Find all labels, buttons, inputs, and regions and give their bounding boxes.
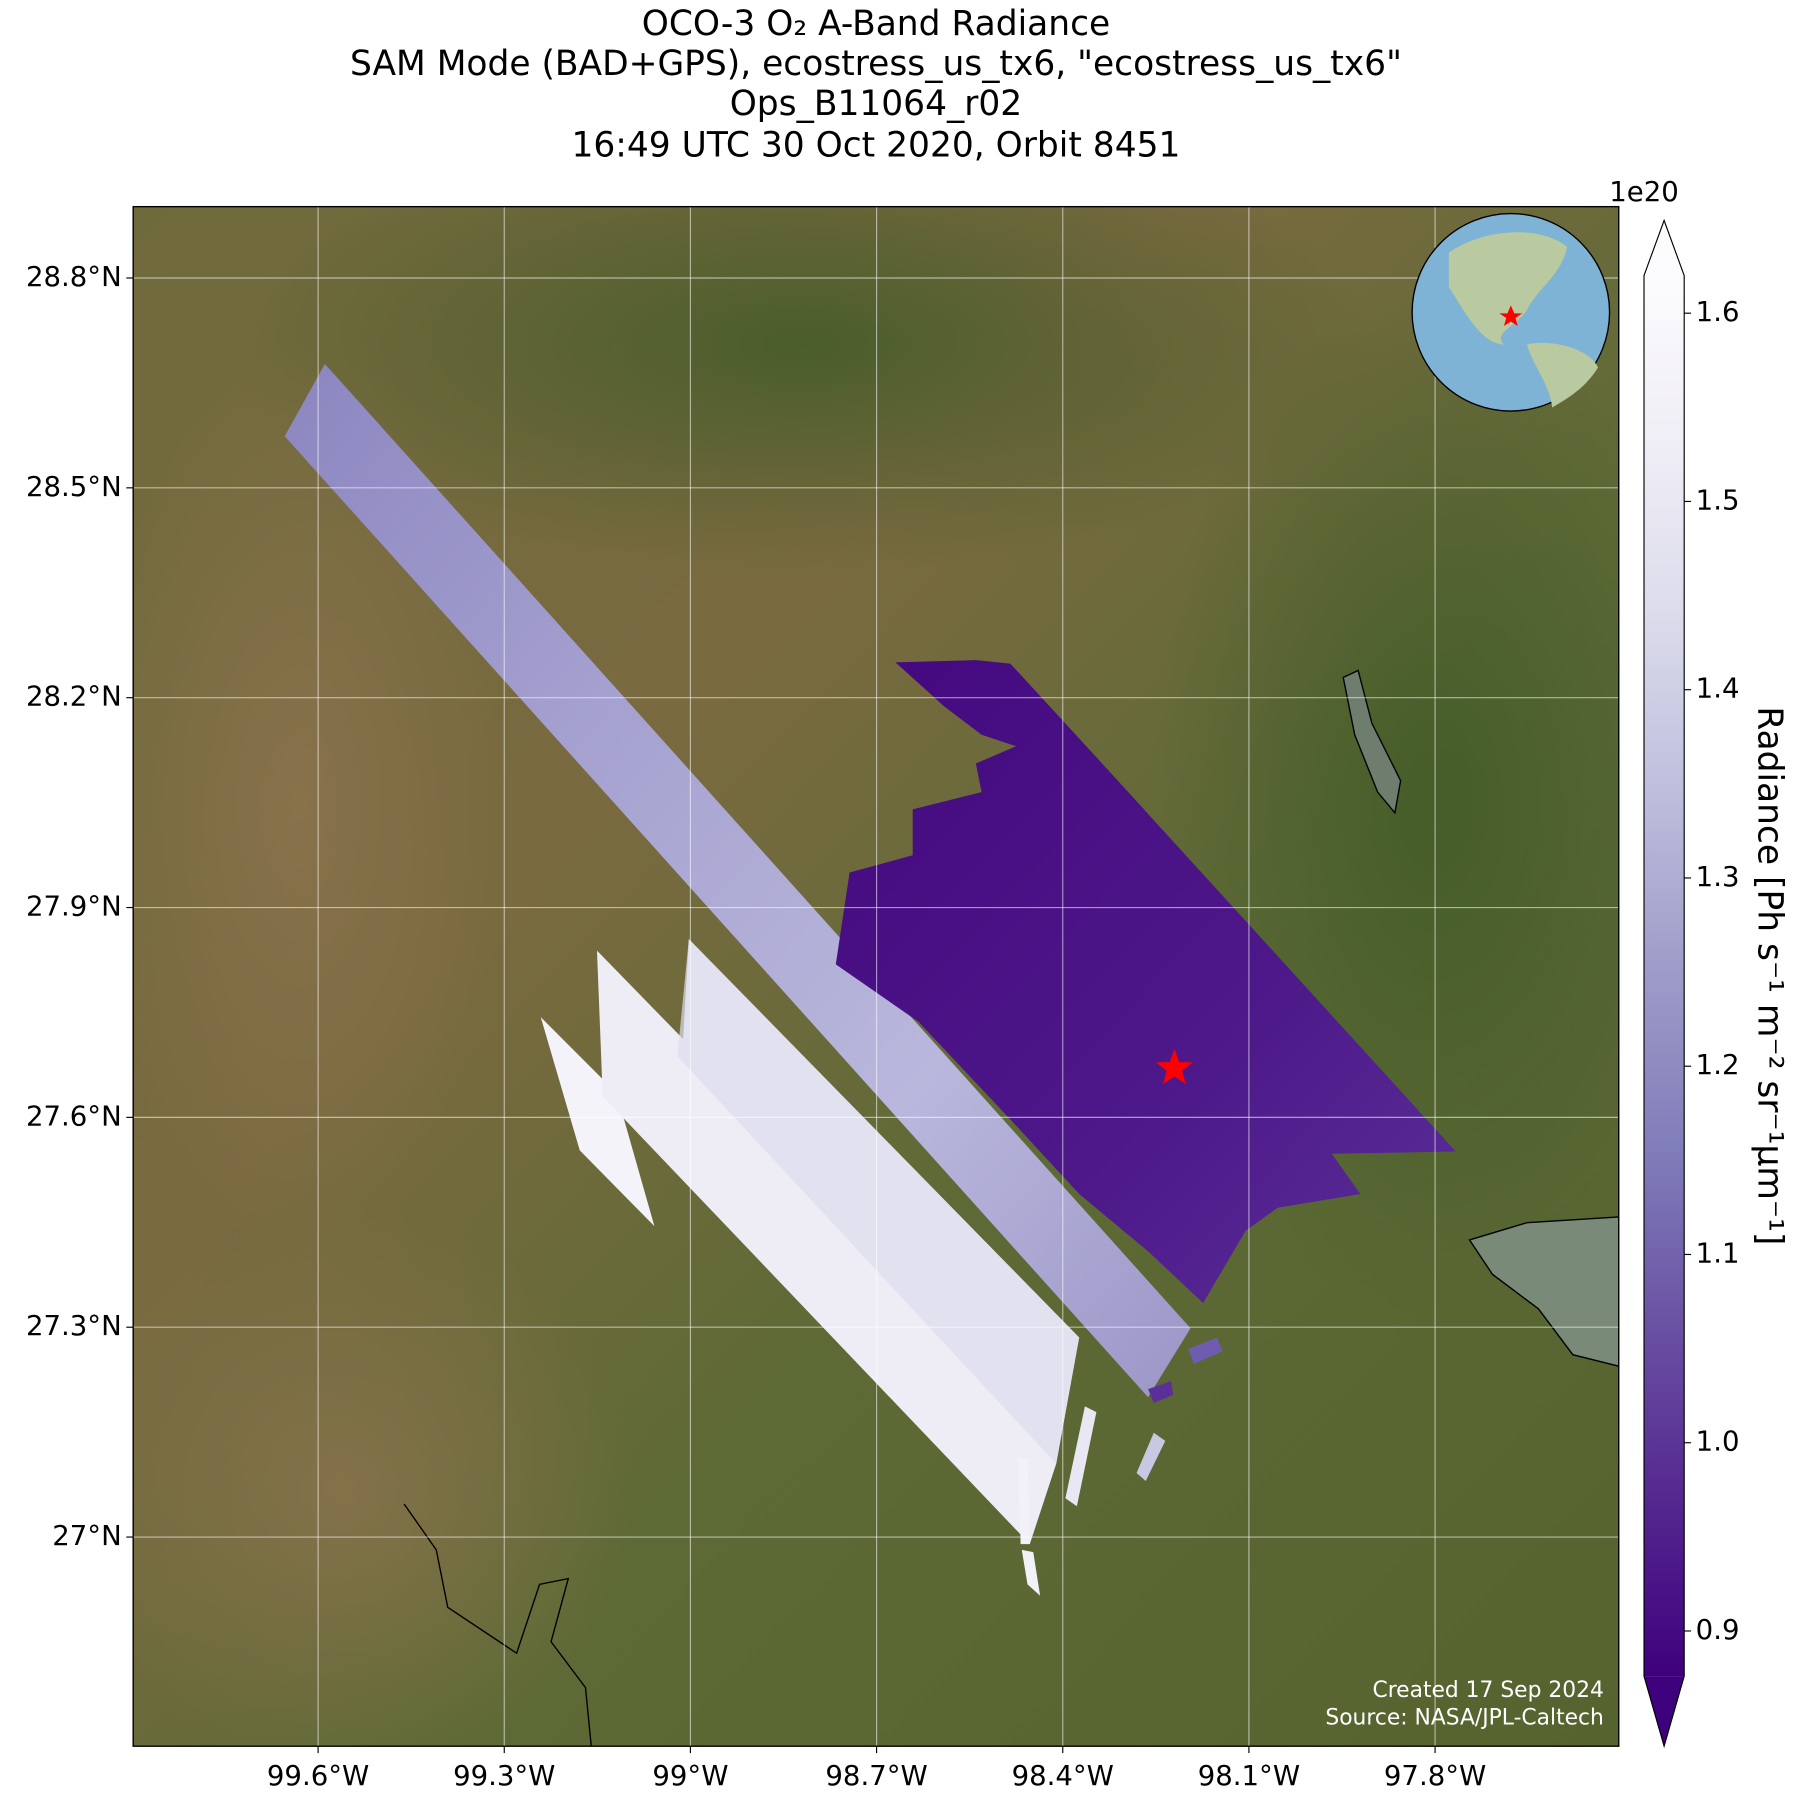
colorbar-tick-label: 1.6 — [1696, 296, 1740, 328]
swath — [677, 939, 1080, 1464]
basemap-texture — [229, 206, 1378, 574]
globe-land — [1448, 232, 1568, 345]
colorbar-tick-label: 0.9 — [1696, 1614, 1740, 1646]
credit: Source: NASA/JPL-Caltech — [1325, 1706, 1603, 1731]
swath — [540, 1017, 655, 1227]
colorbar-outline — [1643, 218, 1685, 1749]
title-line: OCO-3 O₂ A-Band Radiance — [642, 4, 1110, 44]
colorbar-body — [1644, 275, 1685, 1677]
basemap-texture — [133, 1205, 632, 1747]
basemap-texture — [133, 344, 506, 1263]
reservoir-outline — [403, 1503, 592, 1747]
x-tick-label: 99.3°W — [453, 1760, 555, 1792]
grid — [133, 206, 1619, 1747]
y-tick-label: 27.9°N — [26, 891, 122, 923]
y-tick-label: 28.8°N — [26, 261, 122, 293]
x-tick-label: 99.6°W — [267, 1760, 369, 1792]
x-tick-label: 98.4°W — [1012, 1760, 1114, 1792]
colorbar-tick-label: 1.4 — [1696, 673, 1740, 705]
y-tick-label: 27.3°N — [26, 1310, 122, 1342]
title-line: Ops_B11064_r02 — [730, 84, 1023, 124]
lake — [1342, 669, 1402, 815]
globe-star — [1499, 305, 1523, 327]
colorbar-tick-label: 1.1 — [1696, 1237, 1740, 1269]
colorbar-label: Radiance [Ph s⁻¹ m⁻² sr⁻¹μm⁻¹] — [1750, 706, 1790, 1245]
swath-fragment — [1018, 1458, 1030, 1545]
swath — [284, 363, 1191, 1398]
title-line: 16:49 UTC 30 Oct 2020, Orbit 8451 — [571, 125, 1180, 165]
title-line: SAM Mode (BAD+GPS), ecostress_us_tx6, "e… — [350, 44, 1402, 84]
bay — [1468, 1216, 1619, 1367]
inset-globe — [1411, 212, 1611, 412]
swath-fragment — [1148, 1381, 1174, 1403]
swath-fragment — [1065, 1406, 1097, 1507]
y-tick-label: 28.5°N — [26, 471, 122, 503]
globe-land — [1526, 342, 1599, 408]
swath-fragment — [1021, 1549, 1041, 1596]
x-tick-label: 99°W — [652, 1760, 728, 1792]
x-tick-label: 98.7°W — [825, 1760, 927, 1792]
credit: Created 17 Sep 2024 — [1372, 1678, 1603, 1703]
colorbar-tick-label: 1.2 — [1696, 1049, 1740, 1081]
swath-fragment — [1136, 1432, 1166, 1481]
swath-fragment — [1188, 1337, 1223, 1364]
swath — [835, 660, 1456, 1304]
colorbar-extend-top — [1644, 220, 1685, 276]
colorbar-tick-label: 1.3 — [1696, 861, 1740, 893]
colorbar-tick-label: 1.0 — [1696, 1426, 1740, 1458]
colorbar-offset: 1e20 — [1609, 176, 1679, 208]
colorbar-tick-label: 1.5 — [1696, 484, 1740, 516]
y-tick-label: 27.6°N — [26, 1100, 122, 1132]
y-tick-label: 28.2°N — [26, 681, 122, 713]
colorbar: 0.9 1.0 1.1 1.2 1.3 1.4 1.5 1.6 — [1643, 218, 1740, 1749]
x-tick-label: 97.8°W — [1384, 1760, 1486, 1792]
colorbar-extend-bottom — [1644, 1676, 1685, 1747]
y-tick-label: 27°N — [52, 1520, 121, 1552]
map-frame — [132, 205, 1620, 1747]
target-star — [1155, 1048, 1194, 1085]
x-tick-label: 98.1°W — [1198, 1760, 1300, 1792]
map-area — [133, 206, 1619, 1747]
